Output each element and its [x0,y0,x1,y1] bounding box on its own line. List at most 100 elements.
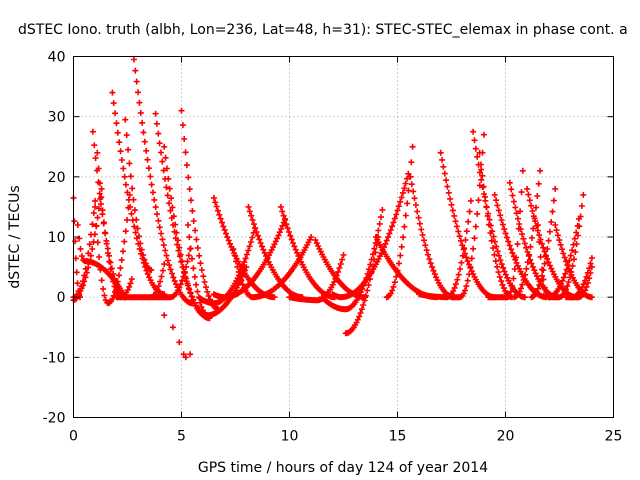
data-point [167,266,174,273]
data-point [188,197,194,204]
data-point [165,175,172,182]
data-point [466,208,473,215]
data-point [117,148,124,155]
data-point [472,223,479,230]
data-point [161,143,168,150]
data-point [502,230,509,237]
data-point [508,246,515,253]
data-point [457,237,464,244]
data-point [340,252,347,258]
data-point [233,258,239,265]
data-point [136,99,143,106]
data-point [482,193,488,200]
data-point [106,258,113,265]
data-point [523,244,530,251]
data-point [193,236,200,243]
data-point [382,240,389,247]
data-point [475,197,482,204]
data-point [467,197,474,204]
data-point [562,270,569,277]
data-point [252,225,259,232]
data-point [177,251,184,258]
data-point [210,194,217,201]
data-point [518,189,525,196]
data-point [450,288,457,294]
data-point [176,244,183,251]
data-point [162,154,169,161]
data-point [528,260,535,267]
data-point [271,294,278,301]
data-point [530,213,537,220]
data-point [117,265,124,272]
data-point [150,189,156,196]
data-point [471,235,478,242]
data-point [179,122,186,129]
data-point [213,203,220,210]
data-point [279,222,286,229]
y-tick-label: 30 [48,110,66,126]
data-point [398,243,405,250]
data-point [278,226,285,232]
data-point [198,304,205,310]
data-point [440,163,447,170]
data-point [71,218,78,225]
data-point [545,237,552,244]
data-point [120,248,126,255]
data-point [534,227,541,234]
data-point [179,258,185,265]
data-point [75,291,82,297]
data-point [407,173,414,180]
data-point [495,269,502,276]
data-point [558,280,565,287]
data-point [466,271,473,278]
data-point [534,222,541,228]
data-point [431,271,438,278]
data-point [524,259,531,266]
data-point [92,203,99,210]
data-point [532,218,539,225]
data-point [176,339,183,346]
data-point [536,239,543,246]
data-point [462,250,468,257]
data-point [169,324,176,331]
data-point [186,186,193,193]
data-point [478,176,485,183]
data-point [223,230,229,237]
data-point [584,279,591,286]
data-point [259,243,265,250]
data-point [463,228,470,235]
data-point [518,285,524,292]
data-point [186,234,193,241]
data-point [138,246,145,253]
data-point [155,217,162,224]
data-point [565,279,572,285]
data-point [277,203,284,210]
data-point [91,142,98,149]
data-point [163,184,170,191]
data-point [580,191,587,198]
data-point [398,194,405,201]
data-point [529,263,536,270]
data-point [524,185,531,192]
data-point [516,221,523,227]
data-point [425,251,431,258]
data-point [157,278,164,285]
data-point [422,242,429,249]
data-point [587,270,594,276]
data-point [500,264,507,271]
data-point [394,267,401,274]
data-point [243,264,250,271]
data-point [187,351,194,358]
data-point [505,238,512,245]
data-point [257,240,264,246]
data-point [426,256,433,263]
data-point [510,253,517,260]
data-point [201,279,208,285]
data-point [490,245,497,251]
data-point [495,207,502,214]
x-tick-label: 10 [281,429,299,445]
data-point [121,238,128,245]
data-point [393,211,400,218]
data-point [123,181,129,188]
